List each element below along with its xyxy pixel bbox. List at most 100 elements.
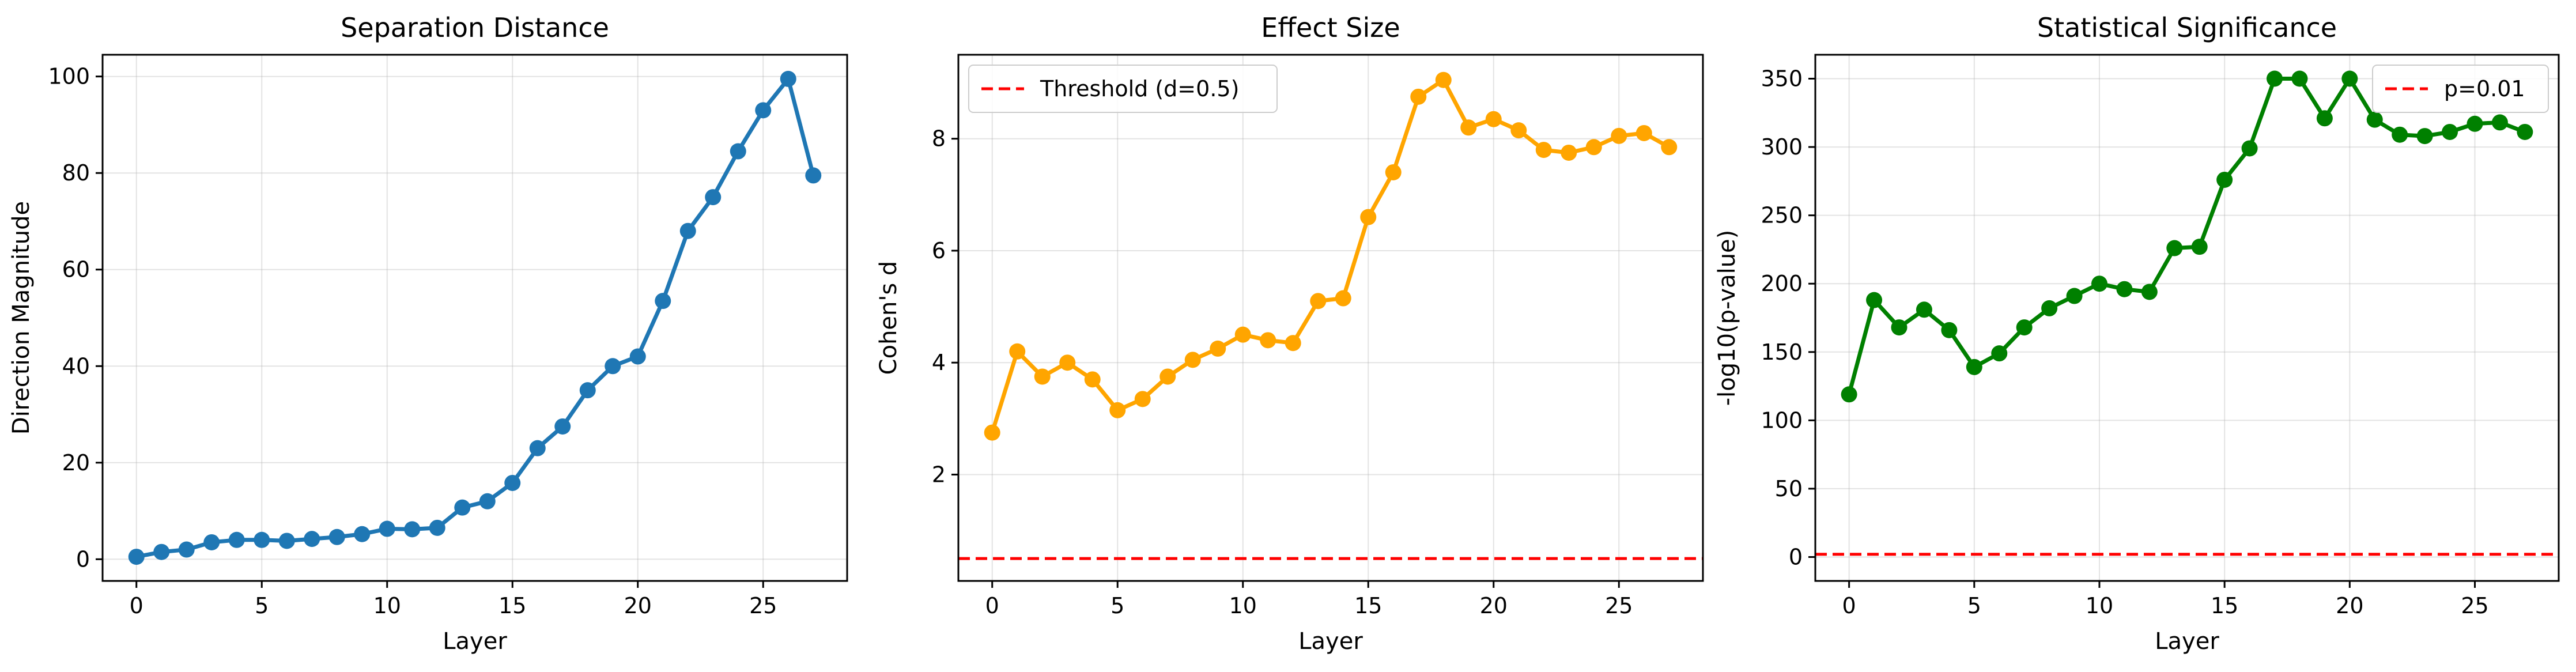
data-point bbox=[2166, 240, 2183, 256]
legend bbox=[2372, 65, 2549, 113]
x-tick-label: 5 bbox=[255, 593, 269, 618]
data-point bbox=[2241, 140, 2258, 157]
x-tick-label: 20 bbox=[624, 593, 652, 618]
y-tick-label: 2 bbox=[932, 462, 946, 487]
data-point bbox=[1335, 290, 1351, 307]
data-point bbox=[1535, 142, 1552, 158]
y-tick-label: 150 bbox=[1761, 339, 1803, 365]
data-point bbox=[1991, 345, 2008, 362]
data-point bbox=[1966, 358, 1982, 375]
data-point bbox=[1561, 144, 1577, 161]
data-point bbox=[1611, 127, 1627, 144]
data-point bbox=[203, 534, 220, 550]
series-line bbox=[990, 78, 1670, 433]
x-tick-label: 10 bbox=[373, 593, 401, 618]
y-tick-label: 100 bbox=[1761, 407, 1803, 433]
data-point bbox=[1059, 354, 1076, 371]
y-tick-label: 0 bbox=[76, 546, 90, 572]
data-point bbox=[1034, 368, 1051, 385]
x-tick-label: 15 bbox=[2211, 593, 2238, 618]
data-point bbox=[755, 102, 772, 119]
data-point bbox=[178, 541, 195, 558]
data-point bbox=[730, 143, 746, 160]
y-tick-label: 300 bbox=[1761, 134, 1803, 160]
data-point bbox=[554, 418, 571, 435]
chart-title: Statistical Significance bbox=[2037, 12, 2337, 43]
data-point bbox=[1510, 122, 1527, 139]
panel-separation-distance: 0 5 10 15 20 25 0 20 40 60 80 100 Separation Distan… bbox=[8, 12, 848, 655]
data-point bbox=[2291, 70, 2308, 87]
data-point bbox=[1009, 343, 1026, 360]
data-point bbox=[1866, 292, 1883, 308]
legend-box bbox=[968, 65, 1278, 113]
data-point bbox=[1210, 340, 1226, 357]
x-tick-label: 20 bbox=[1480, 593, 1508, 618]
y-tick-label: 50 bbox=[1775, 476, 1803, 501]
x-axis-label: Layer bbox=[443, 628, 507, 655]
chart-title: Separation Distance bbox=[341, 12, 609, 43]
data-point bbox=[328, 528, 345, 545]
plot-area: 0 5 10 15 20 25 0 20 40 60 80 100 bbox=[48, 54, 848, 618]
data-point bbox=[2216, 171, 2233, 188]
data-point bbox=[529, 440, 546, 456]
y-tick-label: 100 bbox=[48, 64, 90, 89]
y-tick-label: 200 bbox=[1761, 271, 1803, 296]
data-point bbox=[2366, 111, 2383, 128]
data-point bbox=[605, 358, 621, 375]
data-point bbox=[1916, 301, 1932, 318]
data-point bbox=[1410, 88, 1427, 105]
data-point bbox=[1435, 71, 1452, 88]
data-point bbox=[2116, 281, 2133, 297]
legend-label: p=0.01 bbox=[2444, 76, 2525, 101]
data-point bbox=[479, 493, 496, 509]
legend-box bbox=[2372, 65, 2549, 113]
y-tick-label: 6 bbox=[932, 238, 946, 263]
x-tick-label: 15 bbox=[498, 593, 526, 618]
data-point bbox=[780, 70, 796, 87]
data-point bbox=[153, 543, 170, 560]
legend bbox=[968, 65, 1278, 113]
data-point bbox=[805, 167, 822, 184]
y-tick-label: 20 bbox=[62, 450, 90, 475]
data-point bbox=[1460, 119, 1477, 136]
axes-frame bbox=[1814, 54, 2560, 582]
data-point bbox=[705, 189, 722, 206]
data-point bbox=[2341, 70, 2358, 87]
data-point bbox=[1636, 124, 1652, 141]
data-point bbox=[2491, 114, 2508, 131]
axes-frame bbox=[957, 54, 1704, 582]
data-point bbox=[429, 519, 445, 536]
data-point bbox=[2016, 319, 2033, 336]
data-point bbox=[1360, 209, 1377, 225]
data-point bbox=[1310, 293, 1327, 309]
x-tick-label: 0 bbox=[130, 593, 143, 618]
y-tick-label: 60 bbox=[62, 257, 90, 282]
axes-frame bbox=[101, 54, 848, 582]
data-point bbox=[254, 531, 270, 548]
data-point bbox=[379, 520, 395, 537]
data-point bbox=[1941, 322, 1958, 338]
data-point bbox=[2517, 123, 2533, 140]
data-point bbox=[655, 293, 671, 309]
x-axis-label: Layer bbox=[2155, 628, 2219, 655]
series-line bbox=[1847, 77, 2526, 395]
series-line bbox=[136, 77, 815, 559]
data-point bbox=[1184, 352, 1201, 368]
data-point bbox=[2191, 239, 2208, 255]
data-point bbox=[1234, 326, 1251, 343]
data-point bbox=[1485, 111, 1502, 127]
x-tick-label: 25 bbox=[1605, 593, 1633, 618]
data-point bbox=[2267, 70, 2283, 87]
y-axis-label: Direction Magnitude bbox=[8, 201, 35, 435]
data-point bbox=[2316, 110, 2333, 127]
data-point bbox=[579, 382, 596, 399]
data-point bbox=[1084, 371, 1101, 388]
data-point bbox=[629, 348, 646, 365]
data-point bbox=[2041, 300, 2058, 316]
data-point bbox=[2392, 126, 2408, 143]
panel-effect-size: 0 5 10 15 20 25 2 4 6 8 Effect Size Layer Cohen's… bbox=[875, 12, 1704, 655]
y-tick-label: 80 bbox=[62, 160, 90, 186]
